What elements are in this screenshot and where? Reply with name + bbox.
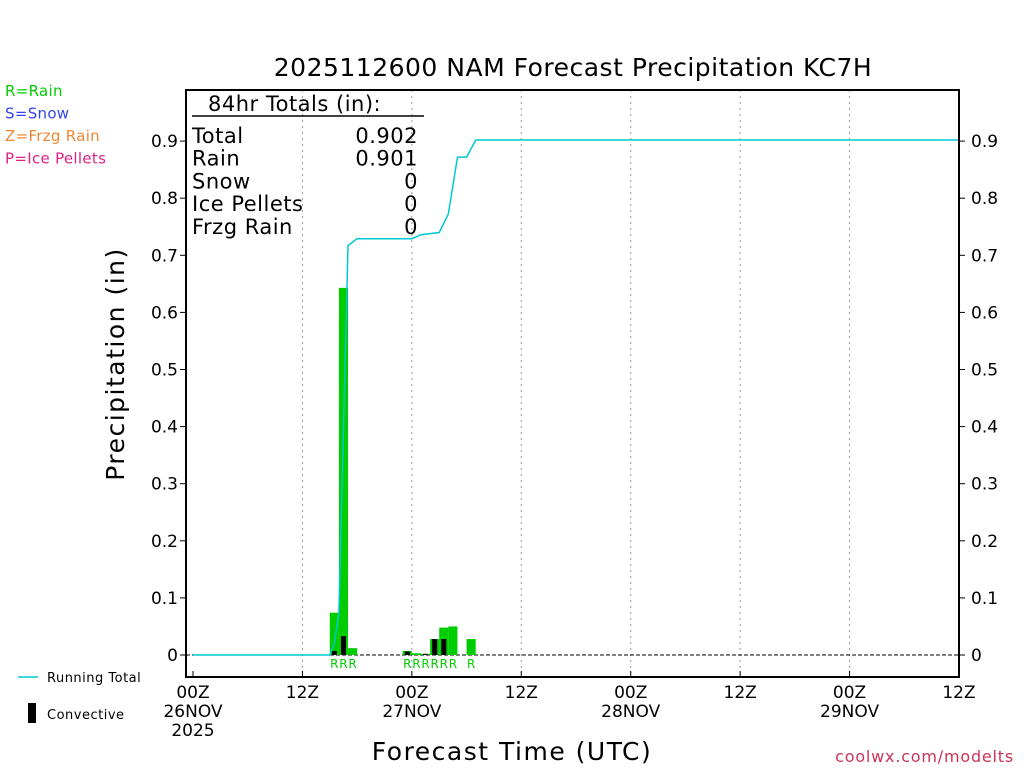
ptype-marker: R bbox=[467, 657, 475, 671]
x-tick-label: 00Z bbox=[176, 683, 209, 703]
totals-row-label: Snow bbox=[192, 169, 251, 193]
ptype-marker: R bbox=[330, 657, 338, 671]
x-tick-label: 29NOV bbox=[820, 702, 879, 722]
running-total-legend-label: Running Total bbox=[47, 671, 141, 686]
totals-rows: Total 0.902 Rain 0.901 Snow 0 Ice Pellets 0 Frzg… bbox=[191, 124, 418, 239]
totals-row-value: 0 bbox=[404, 192, 418, 216]
y-axis-ticks: 0 00.1 0.10.2 0.20.3 0.30.4 0.40.5 0.50.6 0.60.… bbox=[151, 132, 998, 666]
convective-bar bbox=[340, 636, 346, 655]
totals-row-label: Frzg Rain bbox=[192, 215, 293, 239]
ptype-marker: R bbox=[412, 657, 420, 671]
convective-bar bbox=[404, 651, 410, 655]
ptype-marker: R bbox=[430, 657, 438, 671]
totals-row-value: 0.901 bbox=[355, 147, 418, 171]
y-tick-label-right: 0.5 bbox=[971, 361, 998, 381]
ptype-legend-item: P=Ice Pellets bbox=[5, 150, 106, 168]
y-tick-label-left: 0.3 bbox=[151, 475, 178, 495]
y-tick-label-left: 0.5 bbox=[151, 361, 178, 381]
ptype-legend-item: S=Snow bbox=[5, 105, 69, 123]
ptype-marker: R bbox=[339, 657, 347, 671]
y-tick-label-right: 0.1 bbox=[971, 589, 998, 609]
totals-row-value: 0 bbox=[404, 169, 418, 193]
y-tick-label-right: 0 bbox=[971, 646, 982, 666]
ptype-marker: R bbox=[440, 657, 448, 671]
x-tick-label: 00Z bbox=[833, 683, 866, 703]
running-total-line bbox=[193, 139, 959, 656]
x-axis-label: Forecast Time (UTC) bbox=[372, 737, 652, 766]
convective-bar bbox=[432, 639, 438, 655]
totals-heading: 84hr Totals (in): bbox=[208, 92, 381, 116]
rain-bar bbox=[348, 648, 358, 655]
ptype-marker: R bbox=[403, 657, 411, 671]
y-tick-label-left: 0.4 bbox=[151, 418, 178, 438]
y-tick-label-left: 0.9 bbox=[151, 132, 178, 152]
chart-title: 2025112600 NAM Forecast Precipitation KC… bbox=[274, 53, 872, 82]
credit-text: coolwx.com/modelts bbox=[835, 747, 1014, 766]
y-tick-label-right: 0.6 bbox=[971, 303, 998, 323]
y-tick-label-left: 0.7 bbox=[151, 246, 178, 266]
y-tick-label-right: 0.8 bbox=[971, 189, 998, 209]
totals-row-value: 0.902 bbox=[355, 124, 418, 148]
x-tick-label: 12Z bbox=[286, 683, 319, 703]
plot-frame bbox=[185, 89, 960, 678]
y-tick-label-right: 0.3 bbox=[971, 475, 998, 495]
ptype-legend-item: Z=Frzg Rain bbox=[5, 127, 100, 145]
totals-row-label: Total bbox=[191, 124, 244, 148]
x-tick-label: 26NOV bbox=[163, 702, 222, 722]
convective-legend-label: Convective bbox=[47, 708, 125, 723]
y-tick-label-left: 0.2 bbox=[151, 532, 178, 552]
y-tick-label-left: 0.6 bbox=[151, 303, 178, 323]
convective-bar bbox=[441, 639, 447, 655]
x-tick-label: 12Z bbox=[942, 683, 975, 703]
convective-legend-swatch bbox=[28, 703, 36, 723]
x-tick-label: 00Z bbox=[614, 683, 647, 703]
series-legend: Running Total Convective bbox=[18, 671, 141, 723]
y-tick-label-right: 0.9 bbox=[971, 132, 998, 152]
rain-bar bbox=[448, 626, 458, 655]
rain-bar bbox=[338, 287, 349, 655]
y-tick-label-right: 0.2 bbox=[971, 532, 998, 552]
y-tick-label-right: 0.4 bbox=[971, 418, 998, 438]
x-tick-label: 27NOV bbox=[382, 702, 441, 722]
ptype-marker: R bbox=[348, 657, 356, 671]
y-tick-label-left: 0 bbox=[167, 646, 178, 666]
ptype-legend: R=Rain S=Snow Z=Frzg Rain P=Ice Pellets bbox=[5, 82, 106, 168]
totals-box: 84hr Totals (in): Total 0.902 Rain 0.901 Sno… bbox=[191, 92, 424, 239]
y-tick-label-right: 0.7 bbox=[971, 246, 998, 266]
rain-bar bbox=[411, 653, 421, 655]
ptype-marker: R bbox=[449, 657, 457, 671]
x-tick-label: 28NOV bbox=[601, 702, 660, 722]
convective-bar-layer bbox=[331, 636, 447, 655]
y-axis-label: Precipitation (in) bbox=[101, 247, 130, 481]
totals-row-label: Rain bbox=[192, 147, 240, 171]
grid-lines bbox=[301, 90, 851, 677]
rain-bar bbox=[329, 612, 339, 655]
y-tick-label-left: 0.1 bbox=[151, 589, 178, 609]
ptype-legend-item: R=Rain bbox=[5, 82, 63, 100]
x-tick-label: 12Z bbox=[724, 683, 757, 703]
convective-bar bbox=[423, 653, 429, 655]
x-tick-label: 2025 bbox=[171, 721, 214, 741]
y-tick-label-left: 0.8 bbox=[151, 189, 178, 209]
totals-row-label: Ice Pellets bbox=[192, 192, 303, 216]
convective-bar bbox=[331, 651, 337, 655]
x-tick-label: 12Z bbox=[505, 683, 538, 703]
rain-bar bbox=[466, 639, 476, 655]
x-tick-label: 00Z bbox=[395, 683, 428, 703]
ptype-marker: R bbox=[421, 657, 429, 671]
totals-row-value: 0 bbox=[404, 215, 418, 239]
